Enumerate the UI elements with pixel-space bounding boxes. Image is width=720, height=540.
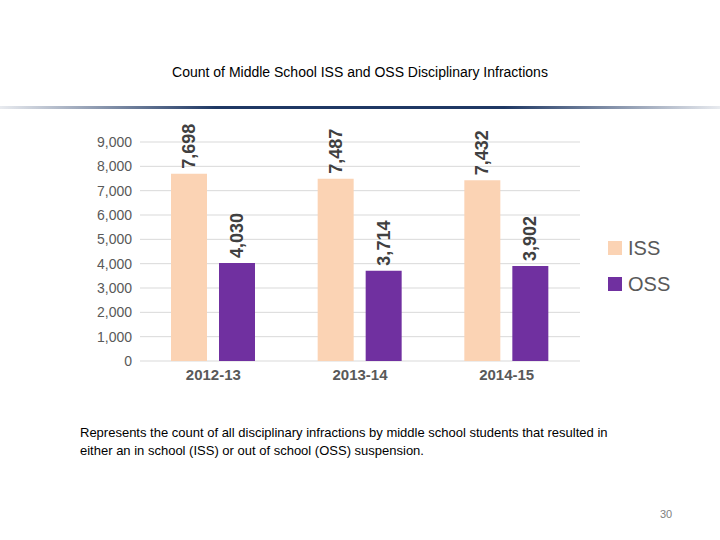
svg-text:9,000: 9,000: [97, 134, 132, 150]
svg-text:2014-15: 2014-15: [479, 366, 534, 383]
svg-text:0: 0: [124, 353, 132, 369]
svg-text:5,000: 5,000: [97, 231, 132, 247]
svg-text:7,000: 7,000: [97, 183, 132, 199]
svg-text:1,000: 1,000: [97, 329, 132, 345]
svg-text:6,000: 6,000: [97, 207, 132, 223]
svg-text:3,000: 3,000: [97, 280, 132, 296]
html-text:ISS: ISS: [628, 236, 661, 259]
html-text:OSS: OSS: [628, 272, 671, 295]
svg-text:2,000: 2,000: [97, 304, 132, 320]
html-text:30: 30: [660, 508, 673, 520]
svg-text:7,698: 7,698: [179, 124, 199, 169]
svg-text:4,000: 4,000: [97, 256, 132, 272]
svg-text:7,487: 7,487: [326, 129, 346, 174]
svg-text:7,432: 7,432: [472, 130, 492, 175]
svg-text:3,902: 3,902: [520, 216, 540, 261]
svg-text:3,714: 3,714: [374, 221, 394, 266]
html-text:Represents the count of all di: Represents the count of all disciplinary…: [80, 425, 608, 458]
svg-text:2013-14: 2013-14: [332, 366, 388, 383]
svg-text:2012-13: 2012-13: [186, 366, 241, 383]
html-text:Count of Middle School ISS and: Count of Middle School ISS and OSS Disci…: [172, 64, 548, 80]
svg-text:4,030: 4,030: [227, 213, 247, 258]
svg-text:8,000: 8,000: [97, 158, 132, 174]
